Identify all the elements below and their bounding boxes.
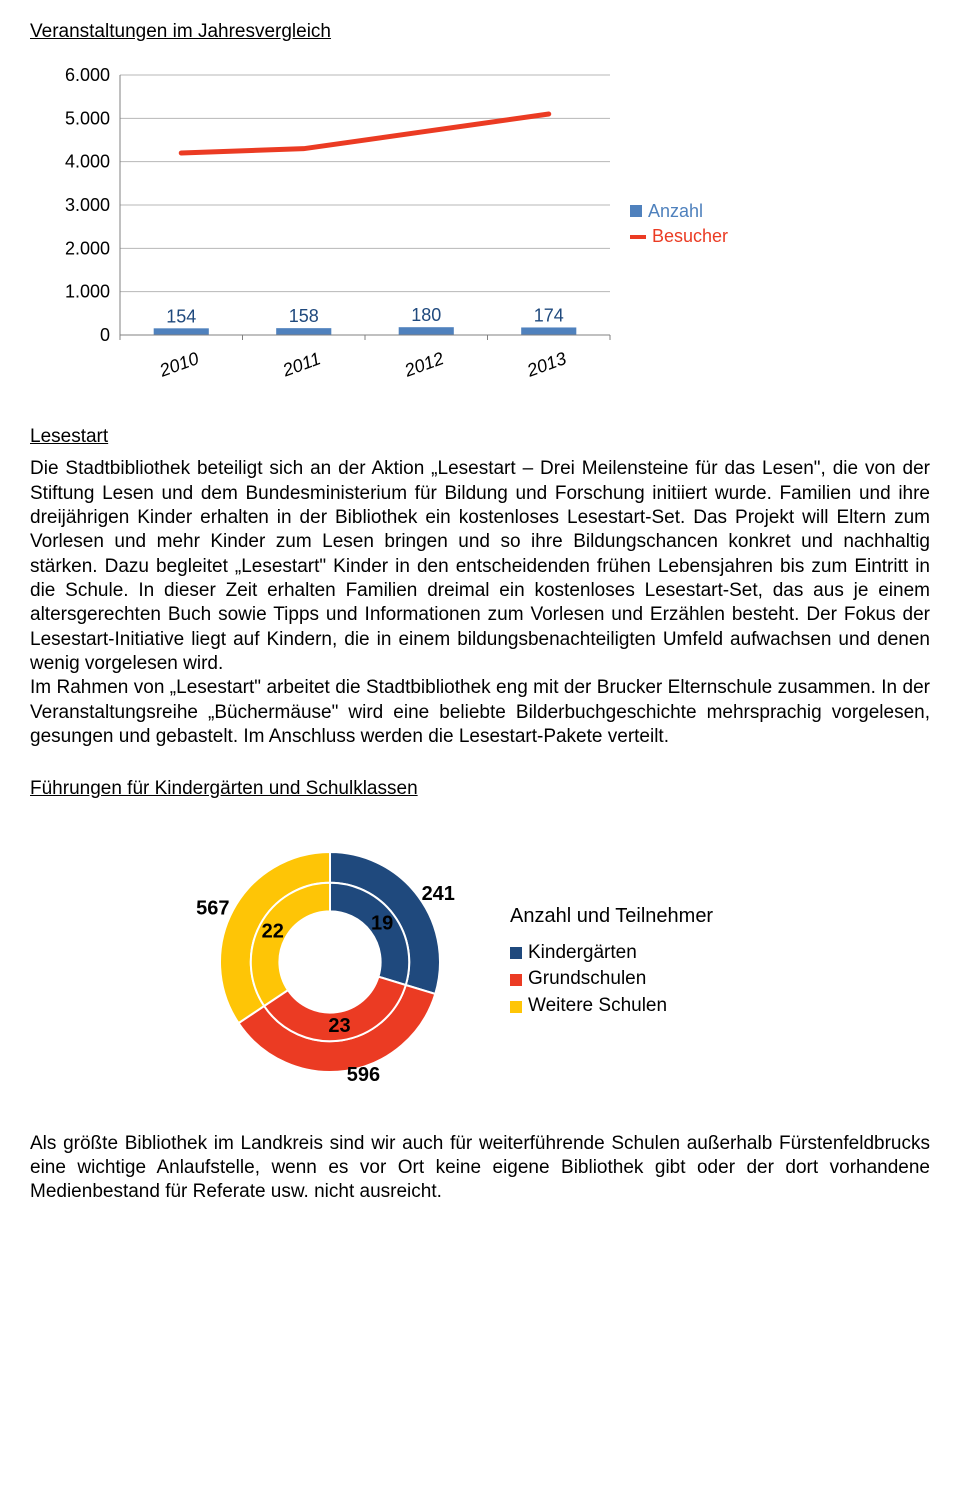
legend-label: Kindergärten xyxy=(528,941,637,966)
svg-text:2012: 2012 xyxy=(401,348,446,381)
svg-text:2010: 2010 xyxy=(156,348,201,381)
svg-text:2.000: 2.000 xyxy=(65,238,110,258)
chart-svg: 0 1.000 2.000 3.000 4.000 5.000 6.000 154 2010 15… xyxy=(30,65,730,395)
legend-label: Weitere Schulen xyxy=(528,994,667,1019)
svg-text:23: 23 xyxy=(328,1015,350,1037)
svg-text:158: 158 xyxy=(289,306,319,326)
legend-swatch xyxy=(510,1001,522,1013)
legend-swatch xyxy=(510,947,522,959)
svg-text:2013: 2013 xyxy=(524,348,569,381)
donut-legend-row: Kindergärten xyxy=(510,941,713,966)
svg-text:596: 596 xyxy=(347,1064,380,1086)
text-footer: Als größte Bibliothek im Landkreis sind … xyxy=(30,1132,930,1205)
svg-text:1.000: 1.000 xyxy=(65,281,110,301)
donut-legend-row: Weitere Schulen xyxy=(510,994,713,1019)
svg-text:174: 174 xyxy=(534,305,564,325)
svg-text:22: 22 xyxy=(262,920,284,942)
donut-legend-row: Grundschulen xyxy=(510,967,713,992)
svg-text:241: 241 xyxy=(422,883,455,905)
sub-fuehrungen: Führungen für Kindergärten und Schulklas… xyxy=(30,777,930,802)
svg-text:5.000: 5.000 xyxy=(65,108,110,128)
legend-swatch xyxy=(630,205,642,217)
svg-text:180: 180 xyxy=(411,305,441,325)
legend-swatch xyxy=(510,974,522,986)
heading-main: Veranstaltungen im Jahresvergleich xyxy=(30,20,930,45)
legend-label: Besucher xyxy=(652,225,728,248)
svg-text:6.000: 6.000 xyxy=(65,65,110,85)
donut-svg: 241 19 596 23 567 22 xyxy=(150,832,470,1092)
legend-label: Anzahl xyxy=(648,200,703,223)
svg-text:2011: 2011 xyxy=(279,348,323,380)
donut-title: Anzahl und Teilnehmer xyxy=(510,903,713,929)
svg-text:3.000: 3.000 xyxy=(65,195,110,215)
legend-row: Besucher xyxy=(630,225,728,248)
svg-text:154: 154 xyxy=(166,306,196,326)
svg-text:567: 567 xyxy=(196,897,229,919)
sub-lesestart: Lesestart xyxy=(30,425,930,450)
year-comparison-chart: 0 1.000 2.000 3.000 4.000 5.000 6.000 154 2010 15… xyxy=(30,65,730,395)
donut-chart-wrap: 241 19 596 23 567 22 Anzahl und Teilnehmer Ki… xyxy=(150,832,930,1092)
text-lesestart: Die Stadtbibliothek beteiligt sich an de… xyxy=(30,457,930,749)
legend-row: Anzahl xyxy=(630,200,728,223)
donut-legend: Anzahl und Teilnehmer KindergärtenGrunds… xyxy=(510,903,713,1021)
chart-legend: AnzahlBesucher xyxy=(630,200,728,251)
svg-text:0: 0 xyxy=(100,325,110,345)
svg-text:4.000: 4.000 xyxy=(65,151,110,171)
svg-text:19: 19 xyxy=(371,912,393,934)
legend-swatch xyxy=(630,235,646,239)
legend-label: Grundschulen xyxy=(528,967,646,992)
